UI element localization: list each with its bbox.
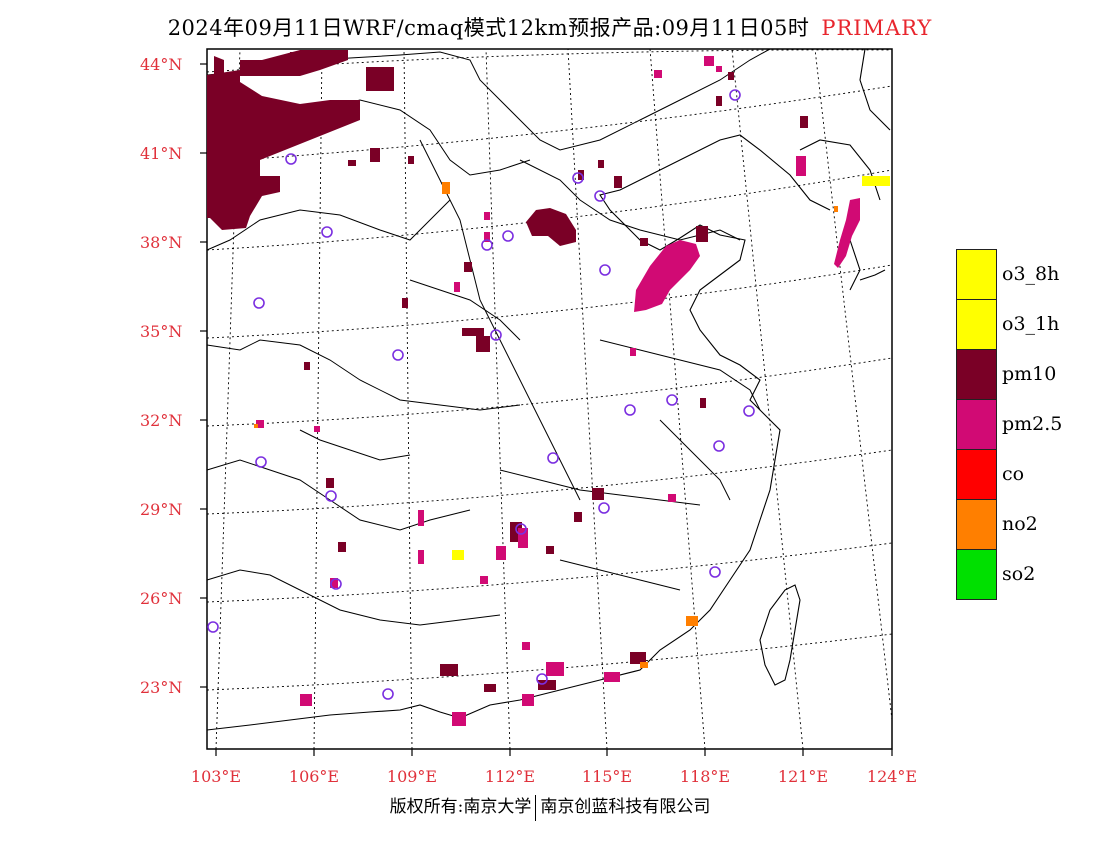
lon-label: 118°E [679,767,731,786]
footer-left: 版权所有:南京大学 [389,797,532,817]
pollutant-o3 [452,176,890,560]
lat-label: 29°N [140,500,183,519]
legend-item-pm25: pm2.5 [956,399,1100,450]
footer-right: 南京创蓝科技有限公司 [540,797,711,817]
legend-swatch [956,399,997,450]
lon-label: 109°E [386,767,438,786]
lon-label: 121°E [777,767,829,786]
title-main: 2024年09月11日WRF/cmaq模式12km预报产品:09月11日05时 [167,16,810,40]
legend-swatch [956,249,997,300]
legend-label: so2 [1002,563,1036,585]
lat-label: 38°N [140,233,183,252]
lat-label: 26°N [140,589,183,608]
pollutant-pm10 [207,50,808,692]
title-tag: PRIMARY [821,16,933,40]
copyright-footer: 版权所有:南京大学 南京创蓝科技有限公司 [0,792,1100,821]
lon-label: 103°E [190,767,242,786]
legend-label: o3_8h [1002,263,1060,285]
taiwan-outline [759,584,801,686]
monitoring-stations [207,89,755,700]
legend-item-pm10: pm10 [956,349,1100,400]
lat-label: 23°N [140,678,183,697]
pollutant-pm25 [256,56,860,726]
legend-swatch [956,499,997,550]
legend-item-so2: so2 [956,549,1100,600]
graticule [206,48,893,750]
legend: o3_8h o3_1h pm10 pm2.5 co no2 so2 [956,249,1100,600]
legend-item-co: co [956,449,1100,500]
legend-item-o3-8h: o3_8h [956,249,1100,300]
lat-label: 32°N [140,411,183,430]
pollutant-no2 [254,182,838,668]
lon-label: 115°E [581,767,633,786]
lon-label: 112°E [484,767,536,786]
lon-label: 124°E [866,767,918,786]
legend-swatch [956,299,997,350]
footer-separator [535,794,537,821]
legend-label: pm10 [1002,363,1057,385]
legend-swatch [956,349,997,400]
legend-label: o3_1h [1002,313,1060,335]
legend-item-o3-1h: o3_1h [956,299,1100,350]
lon-label: 106°E [288,767,340,786]
lat-label: 44°N [140,55,183,74]
map-frame [206,48,893,750]
lat-label: 41°N [140,144,183,163]
legend-swatch [956,449,997,500]
page-title: 2024年09月11日WRF/cmaq模式12km预报产品:09月11日05时 P… [0,12,1100,42]
legend-label: pm2.5 [1002,413,1063,435]
legend-item-no2: no2 [956,499,1100,550]
legend-swatch [956,549,997,600]
legend-label: no2 [1002,513,1038,535]
lat-label: 35°N [140,322,183,341]
tick-marks [200,63,893,756]
legend-label: co [1002,463,1025,485]
coastline [206,48,891,731]
